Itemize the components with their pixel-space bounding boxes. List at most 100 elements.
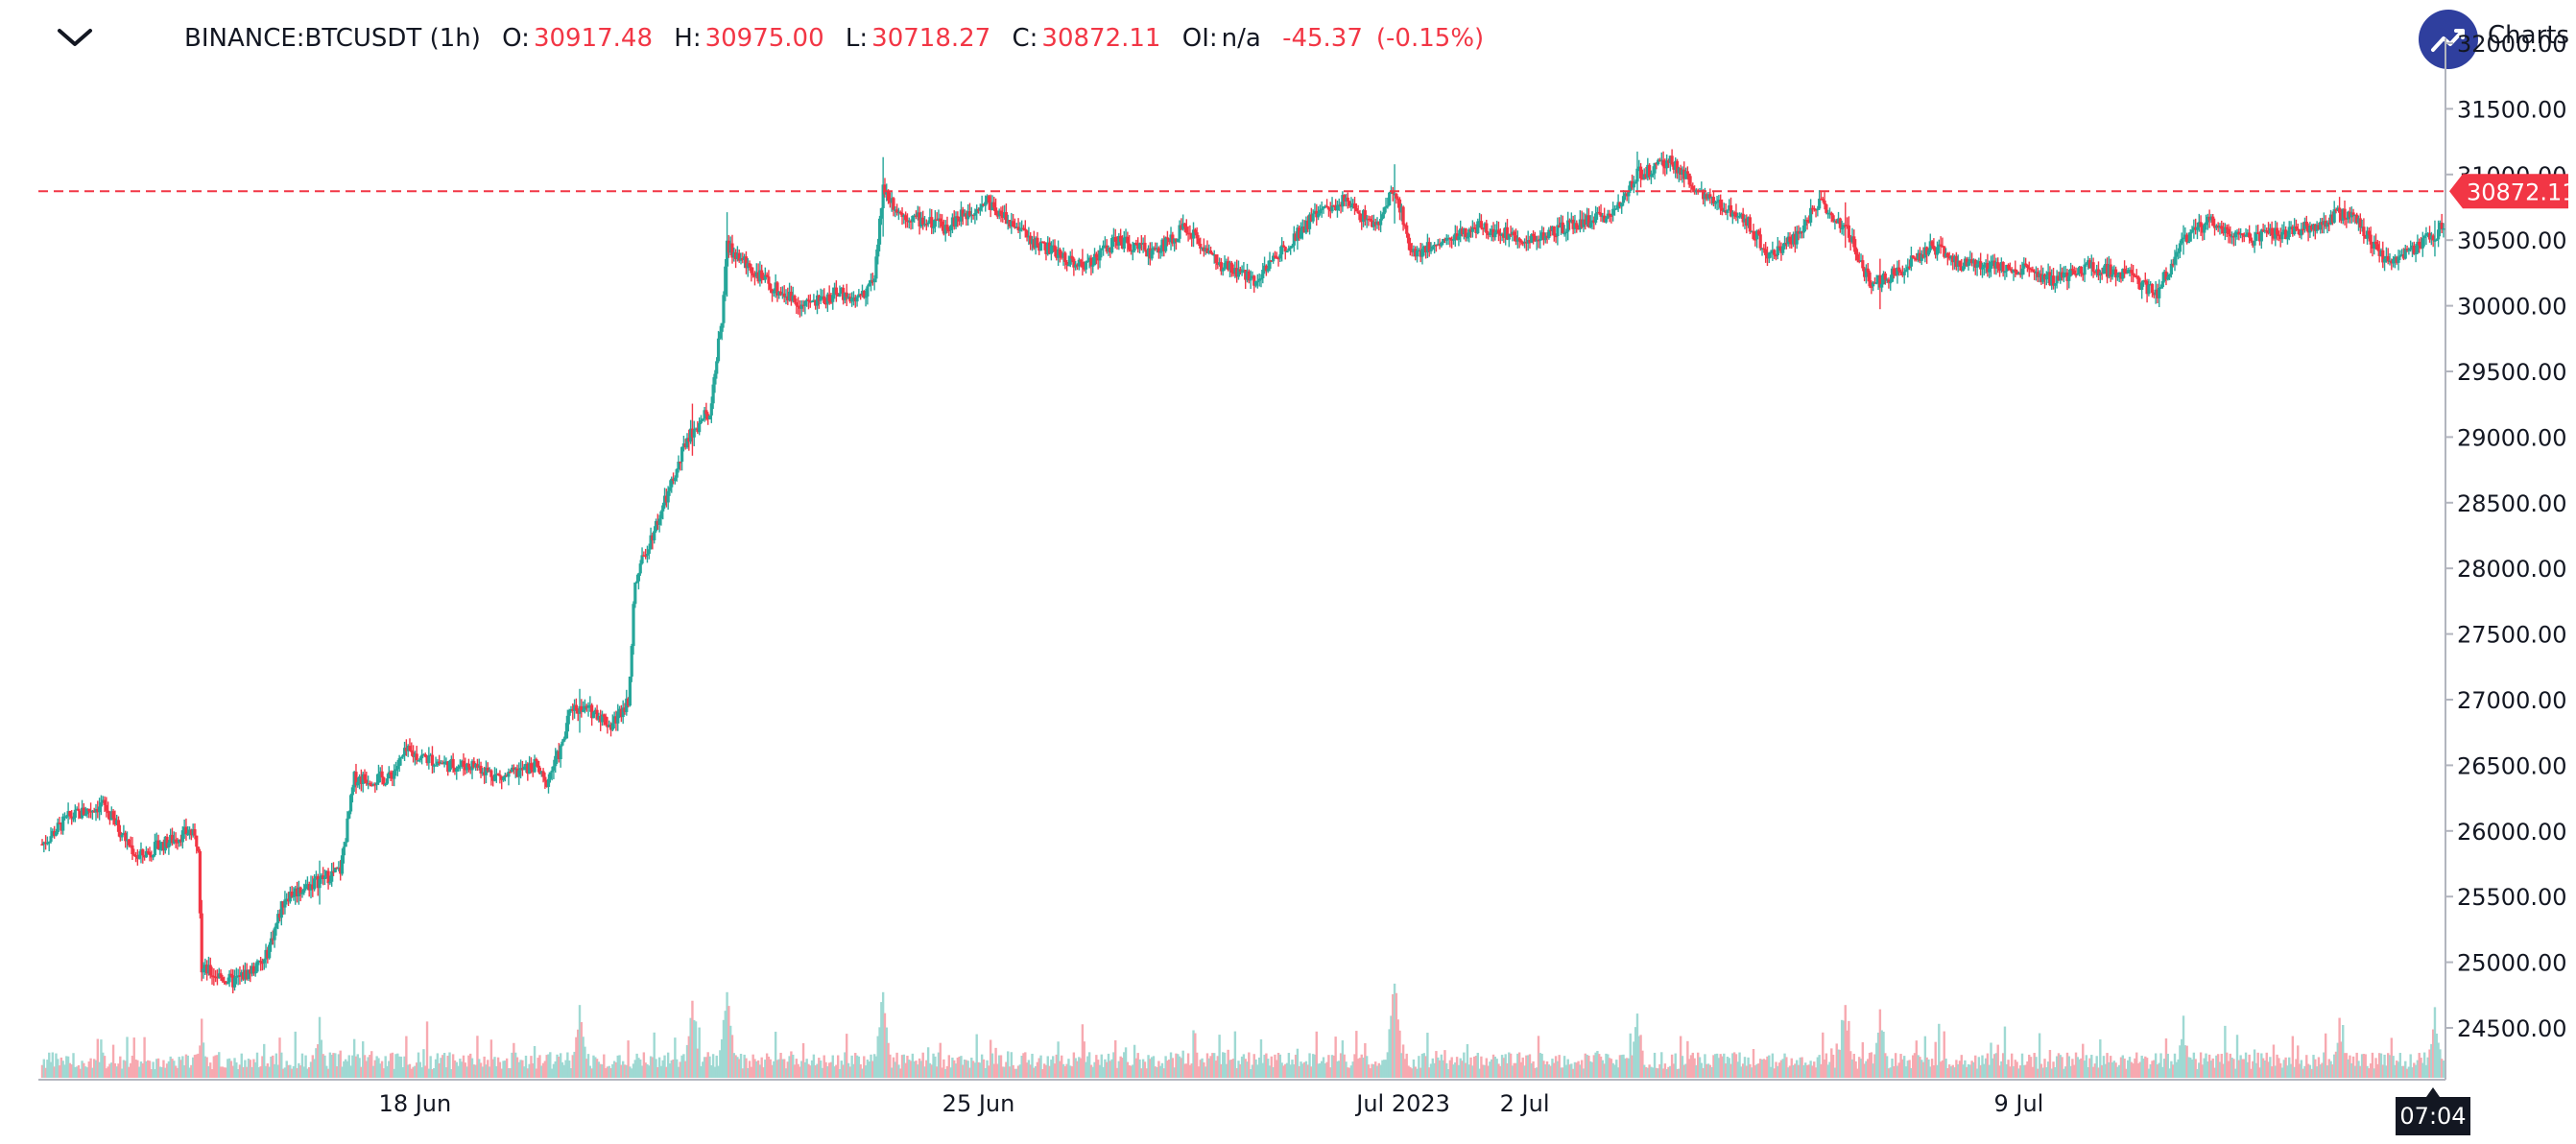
candle-body: [1214, 254, 1218, 263]
candle-body: [498, 775, 502, 776]
volume-bar: [1846, 1030, 1849, 1078]
volume-bar: [1927, 1059, 1930, 1078]
candle-body: [2382, 258, 2387, 263]
candle-body: [460, 760, 464, 766]
volume-bar: [1732, 1052, 1736, 1078]
volume-bar: [1919, 1057, 1921, 1078]
candle-body: [940, 221, 944, 226]
volume-bar: [2035, 1057, 2038, 1078]
price-tick-label: 27500.00: [2457, 622, 2567, 649]
volume-bar: [441, 1055, 444, 1078]
symbol-label[interactable]: BINANCE:BTCUSDT (1h): [184, 24, 481, 53]
volume-bar: [1169, 1052, 1173, 1078]
candle-body: [838, 293, 842, 297]
candle-body: [432, 765, 436, 767]
volume-bar: [2114, 1062, 2117, 1078]
candle-body: [1006, 220, 1010, 225]
candle-body: [680, 446, 684, 463]
volume-bar: [1644, 1066, 1648, 1078]
candle-body: [1036, 237, 1039, 246]
candle-body: [916, 212, 919, 217]
candle-body: [711, 384, 715, 404]
candle-body: [472, 761, 476, 768]
volume-bar: [1123, 1052, 1126, 1078]
volume-bar: [1126, 1061, 1130, 1078]
volume-bar: [155, 1059, 158, 1078]
brand-logo-icon[interactable]: [2419, 10, 2478, 69]
candle-body: [600, 714, 605, 723]
volume-bar: [803, 1061, 807, 1078]
volume-bar: [1663, 1063, 1667, 1078]
volume-bar: [1519, 1061, 1523, 1078]
candle-body: [1476, 221, 1480, 234]
candle-body: [2257, 233, 2262, 242]
candle-body: [2014, 269, 2017, 272]
volume-bar: [424, 1065, 427, 1078]
volume-bar: [2312, 1055, 2315, 1078]
candle-body: [1352, 203, 1357, 209]
candle-body: [1053, 245, 1057, 252]
candle-body: [1836, 218, 1841, 224]
volume-bar: [582, 1037, 584, 1078]
candle-body: [2166, 276, 2170, 280]
volume-bar: [44, 1067, 47, 1078]
volume-bar: [1308, 1053, 1311, 1078]
volume-bar: [1313, 1054, 1317, 1078]
volume-bar: [1547, 1064, 1551, 1078]
volume-bar: [1124, 1047, 1128, 1078]
candle-body: [1549, 229, 1553, 231]
volume-bar: [846, 1034, 848, 1078]
volume-bar: [1706, 1063, 1710, 1078]
candle-body: [2158, 287, 2161, 298]
volume-bar: [1794, 1063, 1797, 1078]
volume-bar: [285, 1061, 288, 1078]
candle-body: [898, 211, 902, 214]
volume-bar: [1925, 1057, 1928, 1078]
volume-bar: [438, 1062, 441, 1078]
candle-body: [1287, 248, 1291, 251]
volume-bar: [835, 1064, 838, 1078]
candle-body: [1659, 159, 1663, 162]
candle-body: [1819, 199, 1824, 201]
volume-bar: [1781, 1059, 1784, 1078]
candle-body: [892, 198, 895, 210]
candle-body: [1614, 208, 1618, 210]
volume-bar: [2140, 1055, 2143, 1078]
candle-body: [269, 938, 274, 945]
candle-body: [1339, 204, 1343, 207]
candle-body: [770, 289, 775, 294]
volume-bar: [1482, 1064, 1485, 1078]
volume-bar: [143, 1037, 146, 1078]
volume-bar: [68, 1062, 72, 1078]
candle-body: [512, 767, 515, 770]
candle-body: [410, 750, 414, 752]
candle-body: [582, 709, 585, 712]
volume-bar: [1917, 1055, 1920, 1078]
candle-body: [1849, 237, 1852, 243]
candle-body: [1235, 268, 1239, 277]
candle-body: [2398, 255, 2402, 257]
candle-body: [200, 913, 203, 973]
candle-body: [1513, 231, 1516, 236]
volume-bar: [1658, 1063, 1661, 1078]
candle-body: [1717, 200, 1721, 202]
candle-body: [1681, 169, 1684, 175]
chevron-down-icon[interactable]: [54, 23, 96, 52]
volume-bar: [1570, 1063, 1573, 1078]
candle-body: [930, 217, 934, 228]
candle-body: [671, 478, 676, 482]
volume-bar: [1822, 1032, 1825, 1078]
candle-body: [2289, 226, 2293, 228]
volume-bar: [2043, 1059, 2046, 1078]
volume-bar: [2421, 1062, 2424, 1078]
candle-body: [904, 215, 908, 221]
volume-bar: [323, 1055, 326, 1078]
candle-body: [1089, 257, 1093, 267]
candle-body: [1204, 248, 1207, 251]
candle-body: [1197, 238, 1201, 245]
volume-bar: [1242, 1054, 1246, 1078]
candle-body: [2388, 260, 2392, 263]
volume-bar: [1747, 1057, 1750, 1078]
candle-body: [1739, 213, 1743, 217]
